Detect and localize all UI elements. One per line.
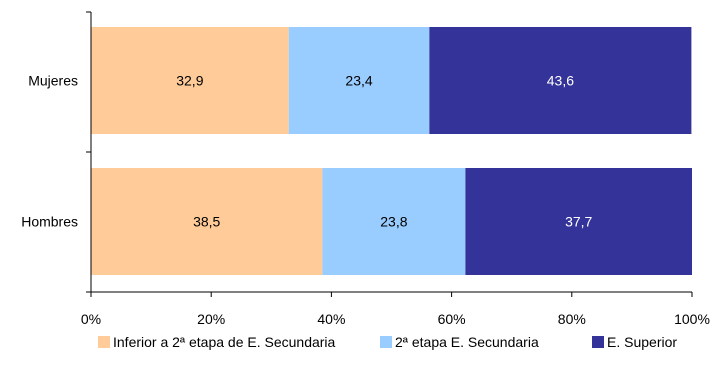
- data-label-mujeres-2-etapa-e-secundaria: 23,4: [345, 73, 372, 89]
- legend-label-e-superior: E. Superior: [607, 334, 677, 350]
- x-tick-label-40: 40%: [317, 311, 345, 327]
- category-label-hombres: Hombres: [21, 214, 78, 230]
- axes-group: [86, 11, 693, 297]
- bar-mujeres-inferior-a-2-etapa-de-e-secundaria: [91, 27, 289, 134]
- data-label-hombres-e-superior: 37,7: [565, 214, 592, 230]
- data-label-hombres-inferior-a-2-etapa-de-e-secundaria: 38,5: [193, 214, 220, 230]
- category-label-mujeres: Mujeres: [28, 73, 78, 89]
- bar-hombres-e-superior: [465, 168, 692, 275]
- bar-mujeres-e-superior: [429, 27, 692, 134]
- data-label-hombres-2-etapa-e-secundaria: 23,8: [380, 214, 407, 230]
- x-tick-label-100: 100%: [674, 311, 710, 327]
- category-labels-group: Mujeres Hombres: [21, 73, 78, 230]
- legend-label-inferior-a-2-etapa-de-e-secundaria: Inferior a 2ª etapa de E. Secundaria: [113, 334, 336, 350]
- bar-labels-group: 32,9 23,4 43,6 38,5 23,8 37,7: [176, 73, 592, 230]
- legend-swatch-2-etapa-e-secundaria: [380, 336, 392, 348]
- bar-hombres-2-etapa-e-secundaria: [322, 168, 466, 275]
- data-label-mujeres-e-superior: 43,6: [547, 73, 574, 89]
- x-tick-labels-group: 0% 20% 40% 60% 80% 100%: [81, 311, 710, 327]
- x-tick-label-0: 0%: [81, 311, 101, 327]
- x-tick-label-80: 80%: [558, 311, 586, 327]
- legend: Inferior a 2ª etapa de E. Secundaria 2ª e…: [98, 334, 677, 350]
- x-tick-label-20: 20%: [197, 311, 225, 327]
- bar-hombres-inferior-a-2-etapa-de-e-secundaria: [91, 168, 323, 275]
- x-tick-label-60: 60%: [438, 311, 466, 327]
- data-label-mujeres-inferior-a-2-etapa-de-e-secundaria: 32,9: [176, 73, 203, 89]
- legend-swatch-inferior-a-2-etapa-de-e-secundaria: [98, 336, 110, 348]
- legend-label-2-etapa-e-secundaria: 2ª etapa E. Secundaria: [395, 334, 539, 350]
- bars-group: [91, 27, 692, 275]
- bar-mujeres-2-etapa-e-secundaria: [288, 27, 430, 134]
- legend-swatch-e-superior: [592, 336, 604, 348]
